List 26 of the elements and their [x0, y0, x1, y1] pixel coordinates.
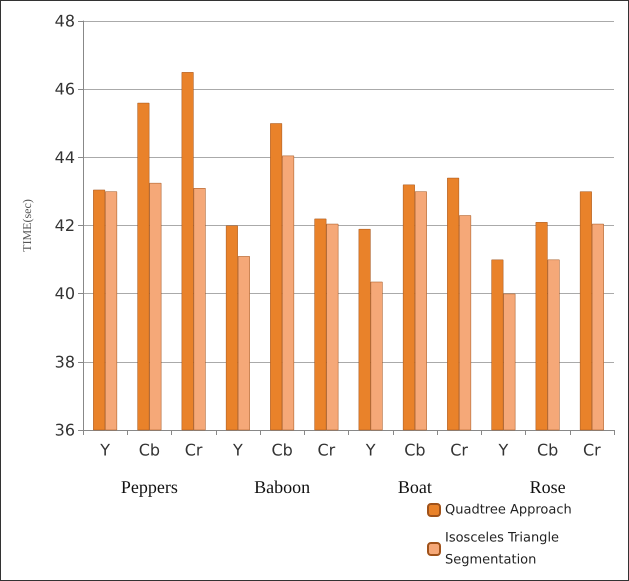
y-tick-label: 38	[54, 352, 75, 372]
x-tick-label: Cr	[184, 440, 203, 460]
x-tick-label: Cb	[271, 440, 293, 460]
text: Rose	[530, 477, 566, 497]
text: Peppers	[120, 477, 178, 497]
x-tick-label: Cr	[583, 440, 602, 460]
y-tick-label: 36	[54, 420, 75, 440]
y-tick-label: 48	[54, 12, 75, 30]
x-tick-label: Cr	[318, 440, 336, 460]
text: Boat	[398, 477, 432, 497]
x-tick-label: Cb	[138, 440, 160, 460]
y-tick-label: 42	[54, 216, 75, 235]
legend-label: Quadtree Approach	[445, 502, 572, 518]
y-tick-label: 44	[54, 148, 75, 167]
x-tick-label: Y	[232, 440, 243, 460]
x-tick-label: Y	[99, 440, 110, 460]
x-tick-label: Y	[364, 440, 376, 460]
x-tick-label: Cr	[450, 440, 468, 460]
text: Baboon	[254, 477, 310, 497]
y-axis-title: TIME(sec)	[20, 199, 34, 252]
legend-label: Isosceles Triangle Segmentation	[445, 530, 564, 568]
x-tick-label: Y	[497, 440, 508, 460]
x-tick-label: Cb	[536, 440, 558, 460]
y-tick-label: 40	[54, 284, 75, 304]
y-tick-label: 46	[54, 80, 75, 99]
x-tick-label: Cb	[404, 440, 426, 460]
